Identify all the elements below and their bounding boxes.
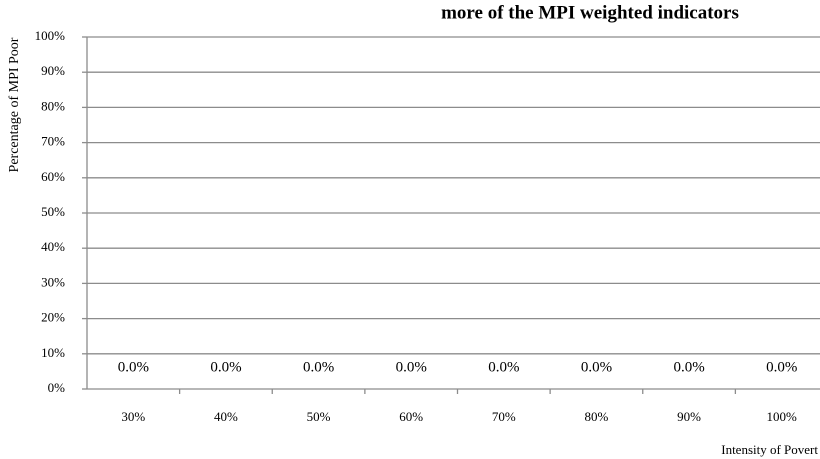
y-tick-label: 50% (41, 204, 65, 219)
data-label: 0.0% (488, 359, 519, 375)
y-tick-label: 70% (41, 134, 65, 149)
data-label: 0.0% (673, 359, 704, 375)
data-label: 0.0% (303, 359, 334, 375)
y-tick-label: 20% (41, 310, 65, 325)
x-tick-label: 100% (767, 409, 798, 424)
x-tick-label: 50% (307, 409, 331, 424)
y-tick-label: 100% (35, 28, 66, 43)
x-tick-label: 90% (677, 409, 701, 424)
y-tick-label: 30% (41, 274, 65, 289)
x-tick-label: 40% (214, 409, 238, 424)
data-label: 0.0% (581, 359, 612, 375)
y-tick-label: 40% (41, 239, 65, 254)
y-tick-label: 90% (41, 63, 65, 78)
data-label: 0.0% (210, 359, 241, 375)
y-axis-label: Percentage of MPI Poor (7, 37, 22, 172)
data-label: 0.0% (118, 359, 149, 375)
x-tick-label: 80% (585, 409, 609, 424)
y-tick-label: 60% (41, 169, 65, 184)
y-tick-label: 80% (41, 98, 65, 113)
chart-title: more of the MPI weighted indicators (441, 2, 739, 23)
y-tick-label: 0% (48, 380, 66, 395)
x-tick-label: 30% (121, 409, 145, 424)
x-axis-label: Intensity of Povert (721, 442, 818, 457)
data-label: 0.0% (396, 359, 427, 375)
x-tick-label: 70% (492, 409, 516, 424)
data-label: 0.0% (766, 359, 797, 375)
x-tick-label: 60% (399, 409, 423, 424)
y-tick-label: 10% (41, 345, 65, 360)
